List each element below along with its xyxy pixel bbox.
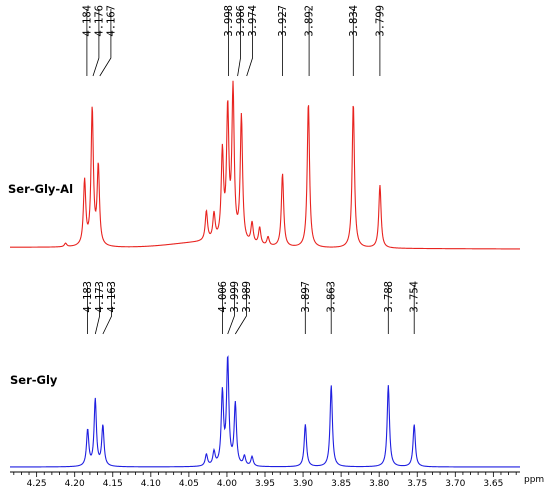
top-peak-label: 3.799 xyxy=(374,5,386,37)
x-axis-tick-label: 3.90 xyxy=(293,479,313,489)
top-peak-label: 3.927 xyxy=(277,5,289,37)
ser-gly-al-spectrum-line xyxy=(10,80,520,250)
bottom-peak-label: 3.863 xyxy=(326,281,338,313)
x-axis-tick-label: 4.00 xyxy=(217,479,237,489)
bottom-peak-connector xyxy=(94,285,100,335)
bottom-peak-label: 4.006 xyxy=(217,281,229,313)
x-axis-tick-label: 3.85 xyxy=(331,479,351,489)
series-label-ser-gly-al: Ser-Gly-Al xyxy=(8,182,73,196)
bottom-peak-label: 3.897 xyxy=(300,281,312,313)
x-axis-tick-label: 3.65 xyxy=(483,479,503,489)
x-axis-tick-label: 4.15 xyxy=(103,479,123,489)
top-peak-label: 3.892 xyxy=(304,5,316,37)
x-axis-tick-label: 3.75 xyxy=(407,479,427,489)
x-axis-tick-label: 3.70 xyxy=(445,479,465,489)
ser-gly-spectrum-line xyxy=(10,355,520,468)
x-axis-tick-label: 3.80 xyxy=(369,479,389,489)
bottom-peak-label: 4.163 xyxy=(106,281,118,313)
top-peak-label: 3.974 xyxy=(247,5,259,37)
bottom-peak-label: 3.999 xyxy=(229,281,241,313)
bottom-peak-label: 3.754 xyxy=(409,281,421,313)
bottom-peak-connector xyxy=(234,285,247,335)
top-peak-label: 3.998 xyxy=(223,5,235,37)
bottom-peak-label: 4.173 xyxy=(94,281,106,313)
top-peak-label: 3.986 xyxy=(235,5,247,37)
bottom-peak-label: 3.989 xyxy=(241,281,253,313)
bottom-peak-connector xyxy=(227,285,235,335)
x-axis-tick-label: 3.95 xyxy=(255,479,275,489)
bottom-peak-label: 4.183 xyxy=(82,281,94,313)
series-label-ser-gly: Ser-Gly xyxy=(10,373,58,387)
top-peak-annotations: 4.184 4.176 4.167 3.998 3.986 3.974 3.927 3.892… xyxy=(81,5,386,77)
x-axis-unit-label: ppm xyxy=(524,475,544,485)
x-axis-tick-label: 4.05 xyxy=(179,479,199,489)
top-peak-connector xyxy=(246,9,253,77)
top-peak-label: 4.184 xyxy=(81,5,93,37)
top-peak-label: 3.834 xyxy=(348,5,360,37)
bottom-peak-label: 3.788 xyxy=(383,281,395,313)
bottom-peak-annotations: 4.183 4.173 4.163 4.006 3.999 3.989 3.897 3.863… xyxy=(82,281,421,335)
x-axis: 4.25 4.20 4.15 4.10 4.05 4.00 3.95 3.90 3.85 3.80… xyxy=(10,471,520,489)
x-axis-tick-label: 4.10 xyxy=(141,479,161,489)
top-peak-connector xyxy=(92,9,100,77)
top-peak-connector xyxy=(99,9,112,77)
top-peak-connector xyxy=(237,9,241,77)
top-peak-label: 4.176 xyxy=(93,5,105,37)
x-axis-tick-label: 4.25 xyxy=(27,479,47,489)
x-axis-tick-label: 4.20 xyxy=(65,479,85,489)
bottom-peak-connector xyxy=(102,285,112,335)
top-peak-label: 4.167 xyxy=(105,5,117,37)
